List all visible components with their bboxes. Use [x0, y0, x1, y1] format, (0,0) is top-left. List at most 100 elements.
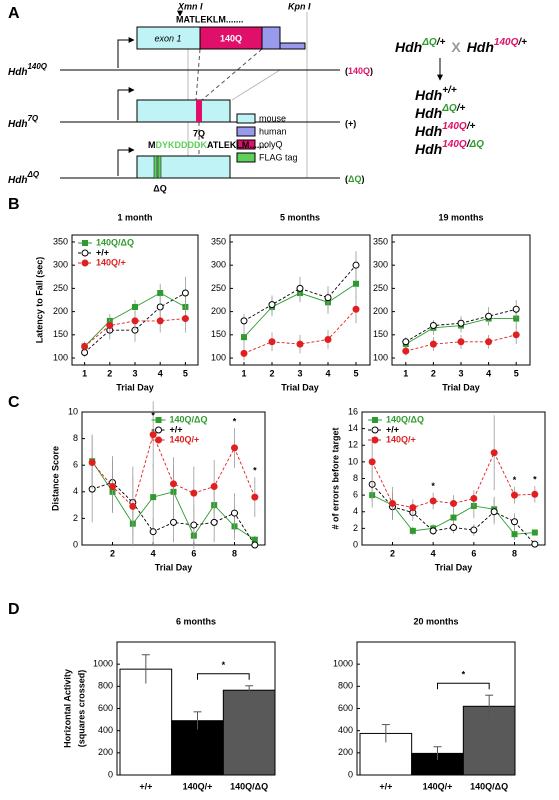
y-tick-label: 2 [353, 523, 358, 533]
y-axis-label: Distance Score [50, 446, 60, 511]
y-tick-label: 600 [338, 703, 353, 713]
point [511, 518, 518, 526]
genotype: ΔQ [421, 37, 437, 48]
point [512, 331, 520, 339]
significance: * [462, 670, 466, 680]
point [156, 317, 164, 325]
y-tick-label: 4 [73, 486, 78, 496]
y-tick-label: 14 [348, 423, 358, 433]
gene: Hdh [8, 175, 27, 186]
point [268, 301, 276, 309]
protein-seq: MATLEKLM....... [176, 14, 243, 24]
y-tick-label: 0 [108, 769, 113, 779]
y-axis-label: # of errors before target [330, 427, 340, 529]
y-axis-label: Horizontal Activity [62, 669, 72, 748]
point [210, 518, 218, 526]
polyq-box [196, 100, 202, 122]
allele-label: Hdh140Q [8, 62, 48, 78]
legend-swatch [155, 417, 162, 423]
y-tick-label: 16 [348, 406, 358, 416]
point [450, 514, 457, 521]
offspring: Hdh140Q/+ [415, 121, 475, 139]
point [457, 319, 465, 327]
point [190, 521, 198, 529]
legend-label: 140Q/+ [386, 434, 416, 444]
y-tick-label: 200 [98, 747, 113, 757]
legend-label: +/+ [96, 247, 109, 257]
panel-label: B [8, 196, 20, 213]
flag-box [157, 155, 162, 179]
y-tick-label: 200 [211, 306, 226, 316]
x-tick-label: 4 [325, 368, 330, 378]
point [429, 497, 437, 505]
x-tick-label: 140Q/ΔQ [230, 781, 268, 791]
point [402, 347, 410, 355]
x-tick-label: 8 [232, 548, 237, 558]
significance: * [533, 474, 537, 484]
genotype: ΔQ [441, 103, 457, 114]
product: ΔQ [348, 174, 361, 184]
point [81, 342, 89, 350]
gene: Hdh [395, 39, 422, 55]
y-tick-label: 8 [73, 433, 78, 443]
chart-title: 20 months [413, 616, 458, 626]
point [150, 494, 157, 501]
point [485, 312, 493, 320]
point [132, 303, 138, 310]
x-tick-label: 3 [297, 368, 302, 378]
x-tick-label: 2 [110, 548, 115, 558]
point [231, 444, 238, 452]
x-tick-label: 4 [158, 368, 163, 378]
point [149, 528, 157, 536]
legend-label: 140Q/ΔQ [170, 414, 208, 424]
y-tick-label: 250 [53, 283, 68, 293]
point [131, 317, 139, 325]
human-box [261, 26, 281, 50]
y-tick-label: 300 [211, 260, 226, 270]
point [353, 280, 359, 287]
point [450, 524, 457, 532]
genotype: /+ [436, 37, 446, 48]
y-tick-label: 250 [211, 283, 226, 293]
point [268, 338, 276, 346]
y-tick-label: 4 [353, 506, 358, 516]
point [531, 540, 539, 548]
genotype: /+ [466, 121, 476, 132]
panel-label: D [8, 601, 20, 618]
y-tick-label: 8 [353, 473, 358, 483]
point [181, 289, 189, 297]
x-tick-label: 4 [486, 368, 491, 378]
point [402, 338, 410, 346]
x-tick-label: 6 [471, 548, 476, 558]
x-tick-label: +/+ [379, 781, 392, 791]
legend-swatch [155, 426, 163, 434]
point [324, 335, 332, 343]
plot-frame [81, 411, 266, 546]
y-tick-label: 12 [348, 440, 358, 450]
genotype: ΔQ [468, 139, 484, 150]
point [109, 482, 116, 490]
chart-title: 19 months [438, 212, 483, 222]
point [429, 322, 437, 330]
cross-operator: X [451, 39, 461, 55]
bar [222, 689, 276, 776]
point [368, 458, 376, 466]
y-axis-label: Latency to Fall (sec) [34, 257, 44, 344]
x-tick-label: 5 [514, 368, 519, 378]
x-tick-label: 5 [183, 368, 188, 378]
legend-label: 140Q/ΔQ [386, 414, 424, 424]
gene: Hdh [415, 87, 442, 103]
series-line [243, 264, 357, 322]
panel-label: C [8, 394, 20, 411]
significance: * [513, 475, 517, 485]
legend-label: 140Q/+ [96, 257, 126, 267]
seq: ATLEKLM....... [207, 140, 267, 150]
x-tick-label: 5 [353, 368, 358, 378]
legend-label: 140Q/+ [170, 434, 200, 444]
point [181, 315, 189, 323]
point [296, 340, 304, 348]
point [157, 290, 164, 297]
x-tick-label: 3 [458, 368, 463, 378]
allele-sup: 7Q [27, 114, 38, 123]
flag-box [153, 155, 158, 179]
